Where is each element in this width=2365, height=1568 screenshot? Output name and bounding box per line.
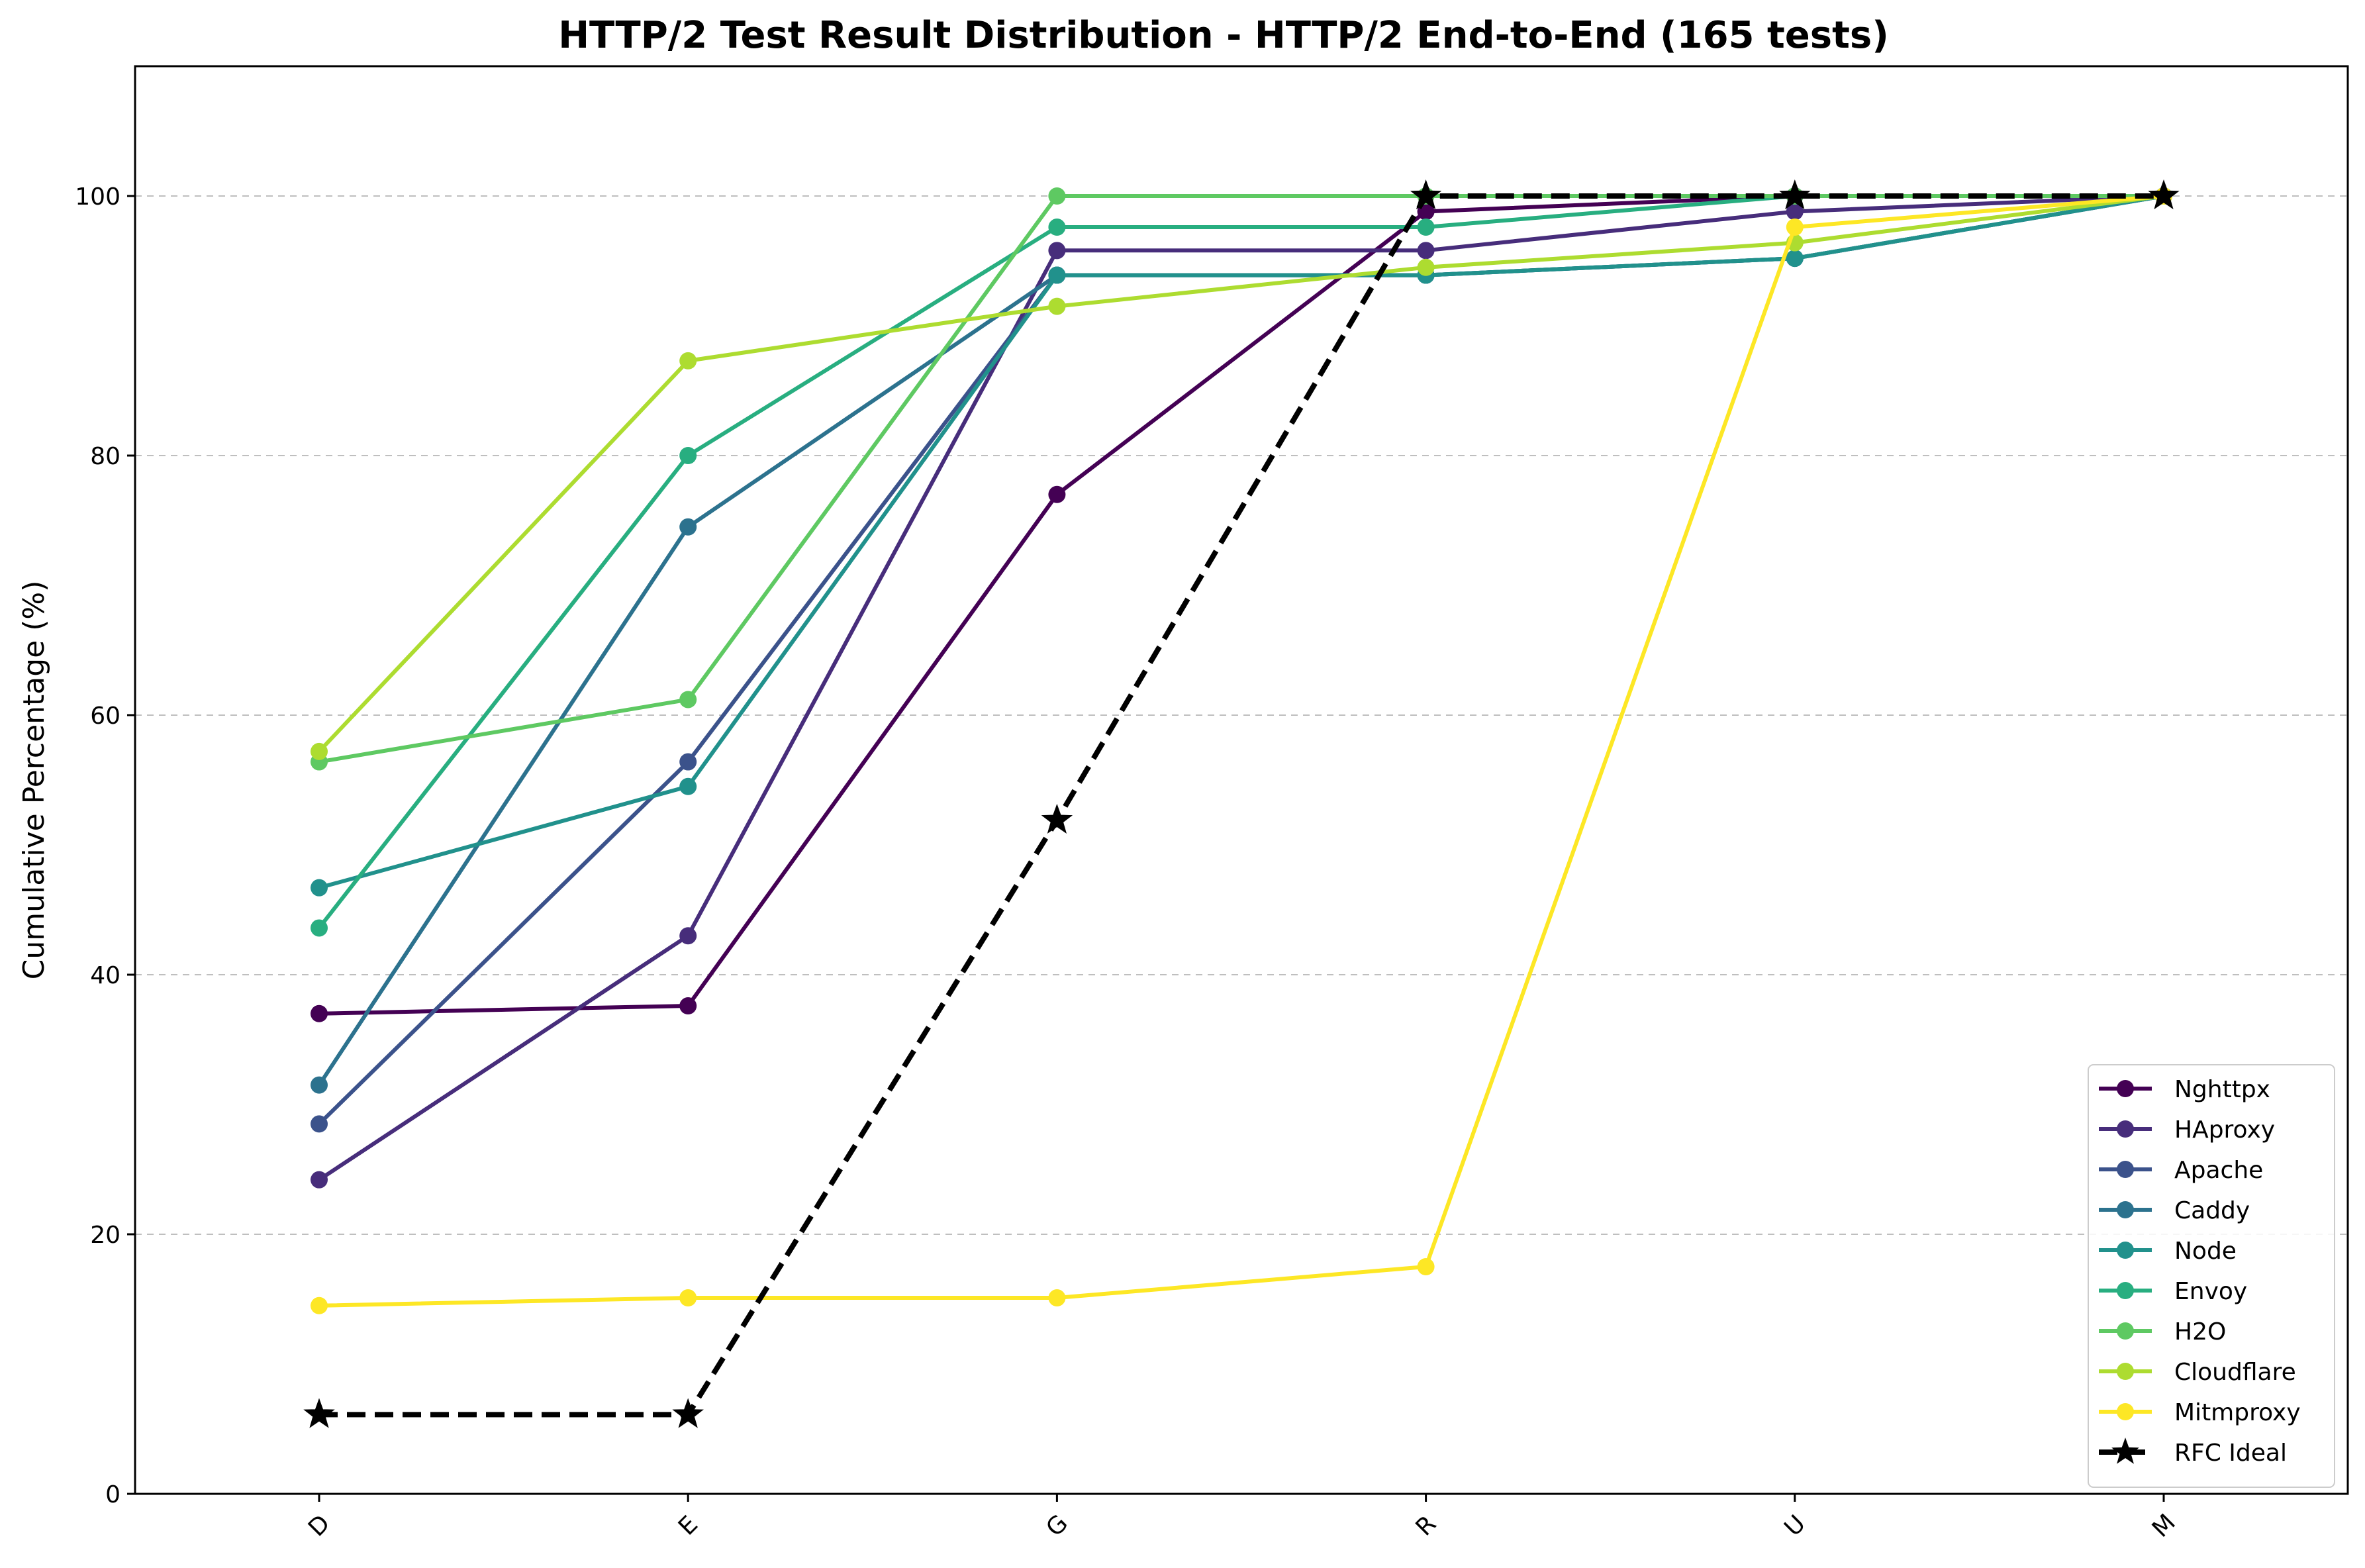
data-point: [679, 1289, 697, 1307]
data-point: [311, 1004, 328, 1022]
y-tick-label: 40: [90, 962, 121, 989]
data-point: [1048, 297, 1066, 315]
series-line: [318, 194, 2164, 890]
legend-marker: [2117, 1282, 2134, 1299]
legend-item: HAproxy: [2099, 1116, 2275, 1144]
legend-label: Node: [2174, 1238, 2237, 1265]
chart-title: HTTP/2 Test Result Distribution - HTTP/2…: [558, 14, 1889, 57]
legend-label: Envoy: [2174, 1278, 2247, 1305]
legend-label: H2O: [2174, 1318, 2226, 1346]
legend-item: Apache: [2099, 1157, 2263, 1184]
legend-marker: [2117, 1080, 2134, 1097]
data-point: [1417, 219, 1435, 236]
legend-item: Envoy: [2099, 1278, 2247, 1305]
data-point: [1048, 219, 1066, 236]
legend-marker: [2117, 1242, 2134, 1259]
data-point: [679, 352, 697, 369]
legend-item: RFC Ideal: [2099, 1438, 2287, 1467]
legend-label: Mitmproxy: [2174, 1399, 2301, 1426]
data-point: [303, 1398, 335, 1428]
y-axis-label: Cumulative Percentage (%): [17, 581, 51, 980]
data-point: [1048, 485, 1066, 503]
plot-area-frame: [134, 65, 2349, 1495]
data-point: [1417, 258, 1435, 276]
y-tick-label: 0: [105, 1481, 121, 1508]
data-point: [311, 1076, 328, 1094]
data-point: [311, 742, 328, 760]
y-tick-label: 80: [90, 443, 121, 470]
y-tick-label: 20: [90, 1222, 121, 1249]
data-point: [311, 919, 328, 937]
legend-marker: [2117, 1363, 2134, 1380]
legend-marker: [2117, 1322, 2134, 1340]
series-lines: [303, 179, 2180, 1428]
data-point: [311, 879, 328, 897]
data-point: [311, 1115, 328, 1133]
legend-label: Cloudflare: [2174, 1359, 2296, 1386]
legend-label: HAproxy: [2174, 1116, 2275, 1144]
legend-marker: [2117, 1403, 2134, 1420]
y-tick-label: 60: [90, 703, 121, 730]
series-line: [317, 194, 2164, 753]
legend: Nghttpx HAproxy Apache Caddy Node Envoy H2O Clo…: [2088, 1064, 2335, 1488]
legend-marker: [2111, 1438, 2139, 1464]
legend-label: Nghttpx: [2174, 1076, 2270, 1103]
data-point: [2148, 179, 2180, 210]
series-line: [318, 194, 2164, 764]
data-point: [1048, 187, 1066, 205]
data-point: [679, 691, 697, 709]
series-line: [318, 194, 2164, 1308]
data-point: [311, 1297, 328, 1314]
series-rfc-ideal: [303, 179, 2180, 1428]
data-point: [1410, 179, 1442, 210]
legend-item: Cloudflare: [2099, 1359, 2296, 1386]
series-line: [318, 194, 2164, 1182]
series-line: [319, 193, 2164, 1418]
data-point: [1417, 1258, 1435, 1275]
data-point: [1048, 266, 1066, 284]
data-point: [679, 447, 697, 464]
data-point: [679, 927, 697, 945]
data-point: [672, 1398, 704, 1428]
legend-item: Caddy: [2099, 1197, 2250, 1224]
legend-item: Node: [2099, 1238, 2237, 1265]
y-axis: 0 20 40 60 80 100: [75, 183, 135, 1508]
legend-label: Apache: [2174, 1157, 2263, 1184]
data-point: [1041, 803, 1073, 834]
legend-label: RFC Ideal: [2174, 1440, 2287, 1467]
data-point: [679, 777, 697, 795]
data-point: [679, 753, 697, 771]
legend-item: Mitmproxy: [2099, 1399, 2301, 1426]
data-point: [1786, 219, 1804, 236]
data-point: [1786, 203, 1804, 220]
legend-marker: [2117, 1120, 2134, 1138]
data-point: [311, 1171, 328, 1189]
y-tick-label: 100: [75, 183, 121, 211]
data-point: [1779, 179, 1811, 210]
legend-item: H2O: [2099, 1318, 2226, 1346]
data-point: [1786, 250, 1804, 268]
data-point: [1048, 242, 1066, 260]
data-point: [1417, 242, 1435, 260]
legend-marker: [2117, 1161, 2134, 1178]
legend-item: Nghttpx: [2099, 1076, 2270, 1103]
data-point: [679, 997, 697, 1015]
legend-marker: [2117, 1201, 2134, 1218]
data-point: [1048, 1289, 1066, 1307]
data-point: [679, 518, 697, 536]
legend-label: Caddy: [2174, 1197, 2250, 1224]
